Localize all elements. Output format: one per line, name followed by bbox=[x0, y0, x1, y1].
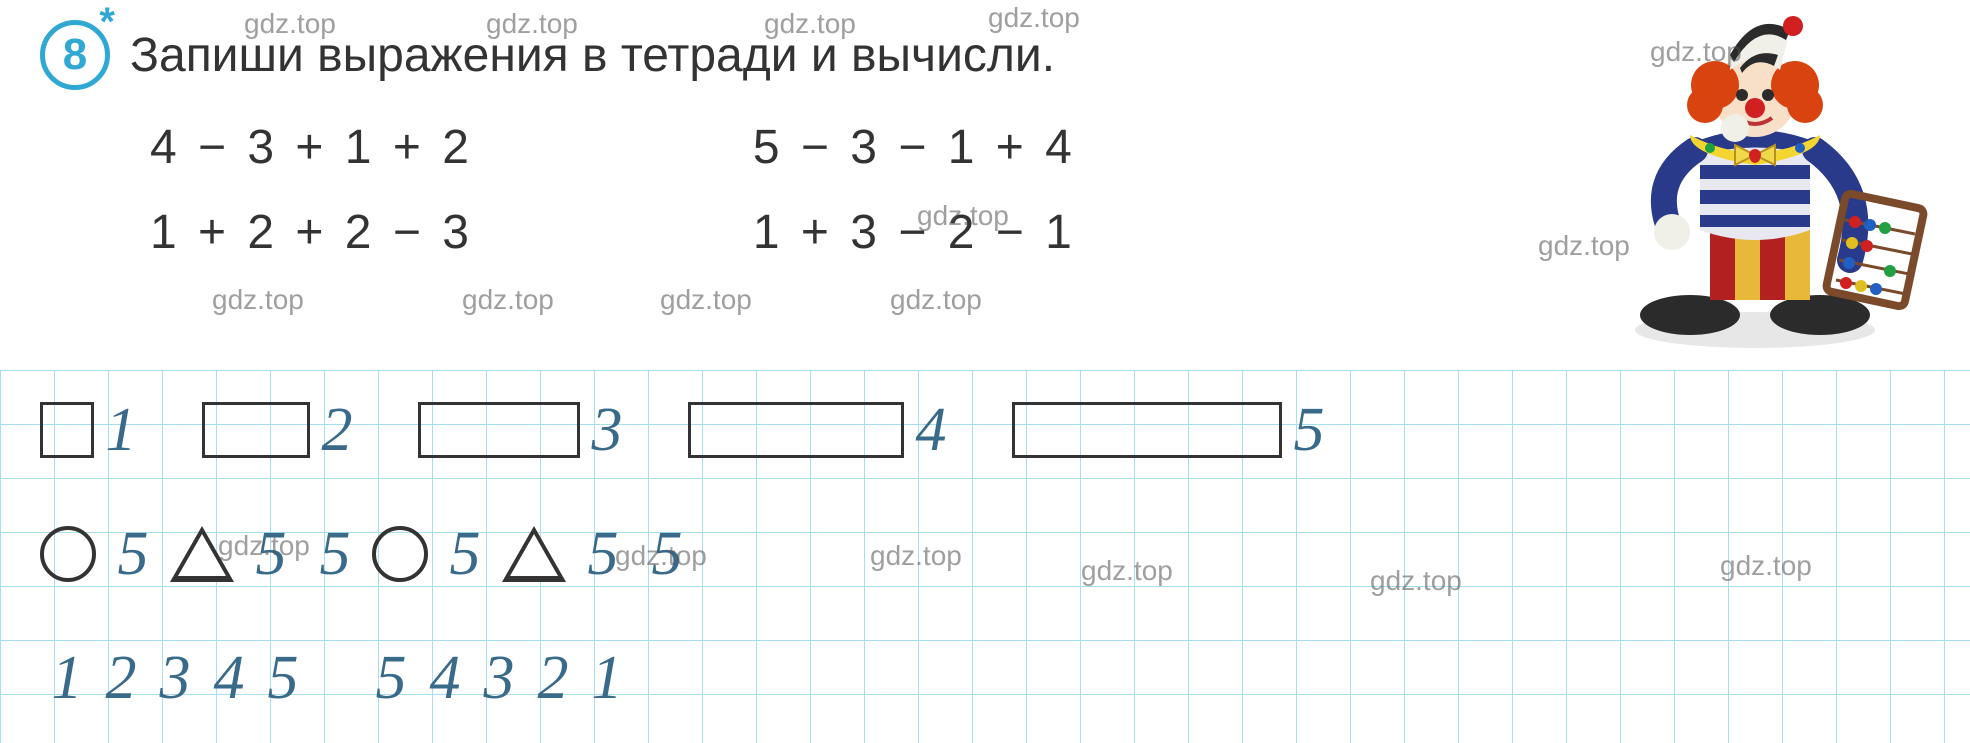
expression: 5 − 3 − 1 + 4 bbox=[753, 120, 1076, 175]
handwritten-digit: 5 bbox=[364, 643, 418, 714]
handwritten-digit: 2 bbox=[94, 643, 148, 714]
circle-shape bbox=[40, 526, 96, 582]
handwritten-digit: 5 bbox=[640, 519, 694, 590]
handwritten-digit: 1 bbox=[40, 643, 94, 714]
expression-column-left: 4 − 3 + 1 + 2 1 + 2 + 2 − 3 bbox=[150, 120, 473, 260]
task-number-value: 8 bbox=[63, 30, 87, 80]
handwritten-digit: 2 bbox=[526, 643, 580, 714]
square-box bbox=[1012, 402, 1282, 458]
handwritten-digit: 5 bbox=[106, 519, 160, 590]
handwritten-digit: 3 bbox=[148, 643, 202, 714]
task-section: 8 Запиши выражения в тетради и вычисли. … bbox=[0, 0, 1970, 370]
handwriting-row-1: 1 2 3 4 5 bbox=[40, 376, 1336, 484]
task-number-badge: 8 bbox=[40, 20, 110, 90]
handwriting-row-3: 12345 54321 bbox=[40, 624, 634, 732]
handwritten-digit: 5 bbox=[256, 643, 310, 714]
handwritten-digit: 5 bbox=[576, 519, 630, 590]
square-box bbox=[202, 402, 310, 458]
expression: 1 + 2 + 2 − 3 bbox=[150, 205, 473, 260]
square-box bbox=[40, 402, 94, 458]
handwritten-digit: 5 bbox=[244, 519, 298, 590]
handwritten-digit: 4 bbox=[202, 643, 256, 714]
handwritten-digit: 4 bbox=[418, 643, 472, 714]
expression: 1 + 3 − 2 − 1 bbox=[753, 205, 1076, 260]
triangle-shape bbox=[502, 526, 566, 582]
expression-column-right: 5 − 3 − 1 + 4 1 + 3 − 2 − 1 bbox=[753, 120, 1076, 260]
circle-shape bbox=[372, 526, 428, 582]
handwritten-digit: 5 bbox=[1282, 395, 1336, 466]
handwritten-digit: 4 bbox=[904, 395, 958, 466]
handwritten-digit: 5 bbox=[438, 519, 492, 590]
square-box bbox=[418, 402, 580, 458]
square-box bbox=[688, 402, 904, 458]
handwritten-digit: 1 bbox=[580, 643, 634, 714]
handwritten-digit: 1 bbox=[94, 395, 148, 466]
notebook-grid: 12345 555555 12345 54321 bbox=[0, 370, 1970, 743]
triangle-shape bbox=[170, 526, 234, 582]
handwritten-digit: 3 bbox=[580, 395, 634, 466]
expression: 4 − 3 + 1 + 2 bbox=[150, 120, 473, 175]
handwritten-digit: 3 bbox=[472, 643, 526, 714]
clown-illustration bbox=[1580, 0, 1930, 350]
handwritten-digit: 2 bbox=[310, 395, 364, 466]
handwritten-digit: 5 bbox=[308, 519, 362, 590]
task-instruction: Запиши выражения в тетради и вычисли. bbox=[130, 28, 1055, 83]
handwriting-row-2: 555555 bbox=[40, 500, 704, 608]
